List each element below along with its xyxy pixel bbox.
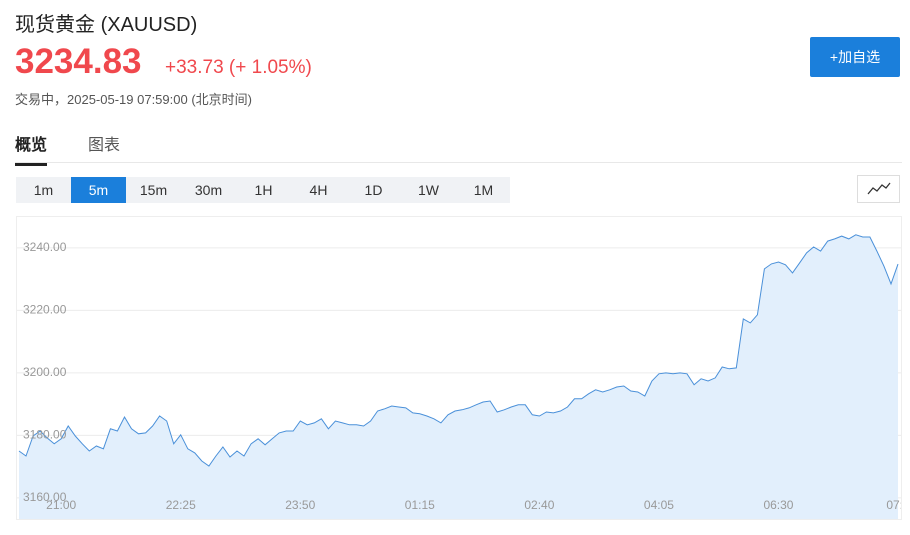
interval-button[interactable]: 5m <box>71 177 126 203</box>
x-tick-label: 23:50 <box>285 498 315 512</box>
area <box>19 234 898 519</box>
x-tick-label: 07:5 <box>886 498 902 512</box>
interval-button[interactable]: 1m <box>33 182 54 198</box>
status: 交易中，2025-05-19 07:59:00 (北京时间) <box>15 92 252 107</box>
interval-button[interactable]: 30m <box>194 182 223 198</box>
interval-button[interactable]: 15m <box>139 182 168 198</box>
interval-button[interactable]: 1D <box>364 182 383 198</box>
x-tick-label: 06:30 <box>763 498 793 512</box>
x-tick-label: 02:40 <box>524 498 554 512</box>
y-tick-label: 3220.00 <box>23 303 67 317</box>
interval-button[interactable]: 1W <box>418 182 439 198</box>
x-tick-label: 01:15 <box>405 498 435 512</box>
interval-bar: 1m 5m 15m 30m 1H 4H 1D 1W 1M <box>16 177 510 203</box>
title: 现货黄金 (XAUUSD) <box>15 8 197 37</box>
chart-icon <box>867 182 891 195</box>
price-line <box>18 234 899 467</box>
chart: 3160.00 3180.00 3200.00 3220.00 3240.00 21:00… <box>16 216 902 520</box>
y-tick-label: 3180.00 <box>23 428 67 442</box>
title-name: 现货黄金 <box>15 14 95 36</box>
add-watchlist-button[interactable]: +加自选 <box>810 37 900 77</box>
symbol: (XAUUSD) <box>100 14 198 36</box>
chart-type-button[interactable] <box>857 175 900 203</box>
change: +33.73 (+ 1.05%) <box>165 57 312 78</box>
tab[interactable]: 图表 <box>88 137 121 154</box>
interval-button[interactable]: 1M <box>473 182 494 198</box>
x-tick-label: 21:00 <box>46 498 76 512</box>
interval-button[interactable]: 1H <box>254 182 273 198</box>
y-tick-label: 3240.00 <box>23 240 67 254</box>
x-tick-label: 04:05 <box>644 498 674 512</box>
interval-button[interactable]: 4H <box>309 182 328 198</box>
x-tick-label: 22:25 <box>166 498 196 512</box>
y-tick-label: 3160.00 <box>23 490 67 504</box>
separator <box>15 162 902 163</box>
tab[interactable]: 概览 <box>15 131 48 166</box>
price: 3234.83 <box>15 42 142 81</box>
y-tick-label: 3200.00 <box>23 365 67 379</box>
